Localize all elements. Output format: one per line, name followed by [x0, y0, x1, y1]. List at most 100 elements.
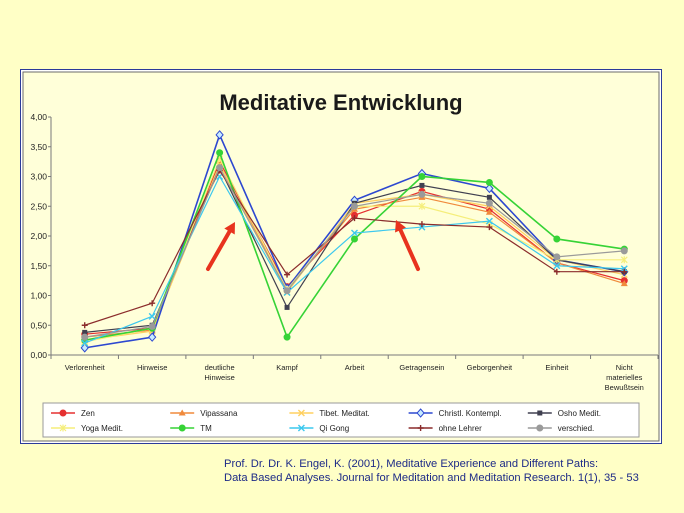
data-point [82, 329, 88, 335]
legend-swatch-marker [417, 425, 424, 431]
data-point [80, 343, 89, 353]
data-point [283, 287, 291, 295]
legend-swatch-marker [297, 424, 305, 432]
data-point [485, 183, 494, 194]
marker-shape [418, 190, 426, 198]
marker-shape [485, 217, 493, 225]
arrow-shaft [398, 228, 420, 271]
data-point [553, 235, 561, 243]
data-point [81, 322, 88, 329]
chart-frame: Meditative Entwicklung 0,00 0,50 1,00 1,50 2… [20, 69, 662, 444]
x-tick-label: Einheit [545, 363, 569, 372]
data-point [351, 229, 358, 237]
data-point [418, 173, 426, 180]
legend-swatch-marker [297, 409, 305, 417]
data-point [215, 130, 224, 140]
legend-label: Qi Gong [319, 424, 349, 433]
arrow-shaft [206, 229, 232, 271]
data-point [486, 224, 493, 231]
marker-shape [216, 149, 224, 157]
legend-item: verschied. [527, 424, 594, 433]
data-point [216, 164, 224, 172]
marker-shape [59, 424, 67, 432]
annotation-arrow [395, 220, 420, 271]
legend-swatch-marker [178, 424, 186, 432]
marker-shape [178, 424, 186, 432]
y-tick-label: 0,50 [30, 320, 47, 330]
citation-line-2: Data Based Analyses. Journal for Meditat… [224, 472, 639, 484]
data-point [81, 339, 89, 347]
marker-shape [418, 173, 426, 180]
data-point [148, 312, 156, 320]
legend-label: verschied. [558, 424, 594, 433]
y-tick-label: 4,00 [30, 112, 47, 122]
annotation-arrow [206, 222, 235, 271]
marker-shape [485, 199, 493, 207]
marker-shape [621, 268, 628, 275]
x-tick-label: deutliche [205, 363, 235, 372]
data-point [284, 304, 290, 310]
y-tick-label: 3,00 [30, 172, 47, 182]
data-point [485, 217, 493, 225]
data-point [621, 268, 628, 275]
marker-shape [297, 409, 305, 417]
marker-shape [283, 333, 291, 341]
marker-shape [536, 424, 544, 432]
data-point [553, 262, 561, 270]
marker-shape [216, 164, 224, 172]
x-tick-label: Hinweise [137, 363, 167, 372]
x-tick-label: Verlorenheit [65, 363, 106, 372]
legend-item: Qi Gong [289, 424, 349, 433]
arrow-head [395, 220, 406, 233]
data-point [351, 215, 358, 222]
y-tick-label: 3,50 [30, 142, 47, 152]
chart-svg: Meditative Entwicklung 0,00 0,50 1,00 1,50 2… [22, 71, 660, 442]
marker-shape [81, 322, 88, 329]
marker-shape [149, 300, 156, 307]
marker-shape [485, 183, 494, 194]
marker-shape [351, 235, 358, 243]
x-tick-label: Geborgenheit [467, 363, 513, 372]
legend-label: Christl. Kontempl. [439, 409, 502, 418]
marker-shape [620, 256, 628, 264]
marker-shape [284, 304, 290, 310]
legend-label: Zen [81, 409, 95, 418]
chart-title: Meditative Entwicklung [219, 90, 462, 115]
marker-shape [283, 287, 291, 295]
y-tick-label: 2,00 [30, 231, 47, 241]
citation: Prof. Dr. Dr. K. Engel, K. (2001), Medit… [224, 457, 674, 485]
data-point [418, 221, 425, 228]
marker-shape [485, 178, 493, 186]
marker-shape [81, 339, 89, 347]
legend-swatch-marker [537, 410, 543, 416]
x-tick-label: Nicht [616, 363, 634, 372]
y-tick-label: 1,00 [30, 291, 47, 301]
marker-shape [553, 268, 560, 275]
data-point [81, 333, 89, 341]
legend-item: ohne Lehrer [408, 424, 482, 433]
data-point [485, 208, 493, 215]
x-tick-label: Kampf [276, 363, 299, 372]
data-point [351, 235, 358, 243]
legend-item: Vipassana [170, 409, 238, 418]
marker-shape [419, 182, 425, 188]
marker-shape [553, 253, 561, 261]
legend-label: Vipassana [200, 409, 238, 418]
marker-shape [351, 202, 358, 210]
marker-shape [620, 280, 628, 287]
marker-shape [80, 343, 89, 353]
data-point [284, 271, 291, 278]
marker-shape [553, 262, 561, 270]
legend-item: Zen [51, 409, 95, 418]
marker-shape [417, 425, 424, 431]
data-point [216, 149, 224, 157]
legend-swatch-marker [416, 408, 425, 418]
data-point [553, 253, 561, 261]
legend: Zen Vipassana Tibet. Meditat. Christl. Kont… [42, 402, 640, 438]
data-point [485, 199, 493, 207]
marker-shape [59, 409, 67, 417]
marker-shape [418, 202, 426, 210]
data-point [485, 178, 493, 186]
legend-label: TM [200, 424, 212, 433]
data-point [620, 280, 628, 287]
